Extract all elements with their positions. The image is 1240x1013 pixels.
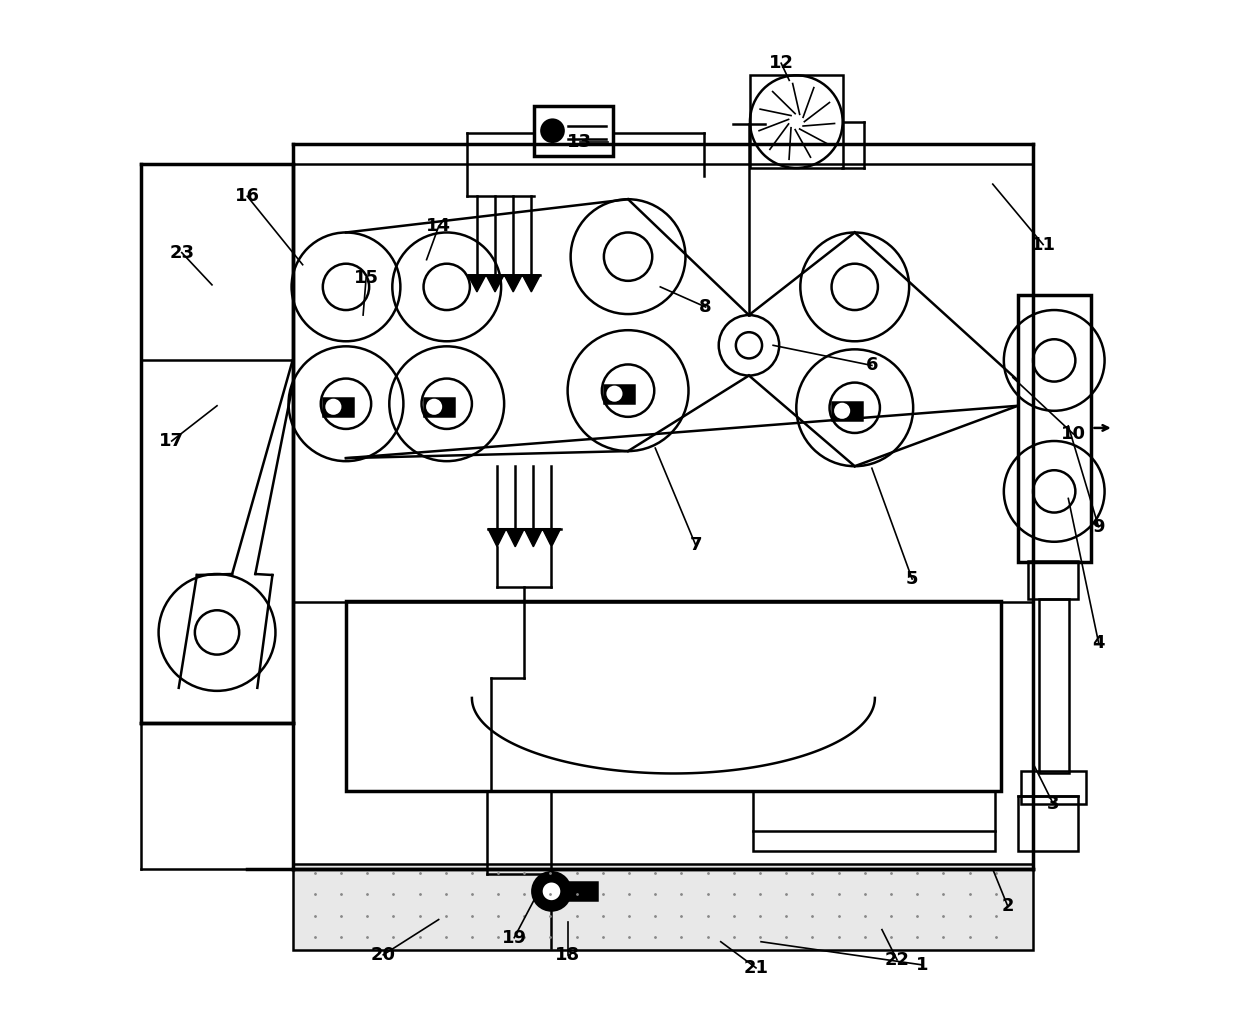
Text: 20: 20 [371, 946, 396, 963]
Circle shape [836, 404, 849, 417]
Circle shape [608, 387, 621, 400]
Text: 17: 17 [159, 432, 185, 450]
Text: 15: 15 [353, 268, 378, 287]
Text: 9: 9 [1092, 518, 1105, 536]
Bar [1018, 795, 1079, 851]
Polygon shape [525, 529, 542, 547]
Bar [1018, 295, 1091, 562]
Text: 1: 1 [916, 956, 929, 973]
Bar [563, 882, 596, 901]
Polygon shape [486, 275, 505, 292]
Bar [1039, 599, 1069, 774]
Bar [753, 790, 994, 851]
Bar [1021, 772, 1086, 803]
Polygon shape [467, 275, 486, 292]
Circle shape [428, 400, 441, 413]
Text: 19: 19 [502, 929, 527, 947]
Polygon shape [542, 529, 560, 547]
Text: 16: 16 [234, 187, 259, 206]
Circle shape [532, 872, 570, 911]
Bar [534, 105, 613, 156]
Text: 7: 7 [689, 536, 702, 554]
Text: 11: 11 [1030, 236, 1055, 253]
Text: 23: 23 [170, 243, 195, 261]
Polygon shape [522, 275, 541, 292]
Text: 22: 22 [884, 951, 910, 968]
Bar [346, 601, 1001, 790]
Text: 10: 10 [1061, 425, 1086, 443]
Polygon shape [505, 275, 522, 292]
Polygon shape [506, 529, 525, 547]
Text: 3: 3 [1047, 794, 1059, 812]
Text: 8: 8 [699, 298, 712, 316]
Text: 18: 18 [556, 946, 580, 963]
Circle shape [542, 120, 564, 142]
Text: 6: 6 [866, 357, 878, 375]
Text: 2: 2 [1002, 898, 1014, 916]
Bar [832, 402, 862, 419]
Bar [750, 75, 843, 168]
Bar [604, 385, 634, 403]
Bar [1028, 561, 1079, 599]
Text: 12: 12 [769, 55, 794, 72]
Text: 5: 5 [906, 570, 919, 588]
Bar [322, 398, 353, 415]
Text: 21: 21 [744, 959, 769, 977]
Polygon shape [489, 529, 506, 547]
Text: 4: 4 [1092, 633, 1105, 651]
Text: 14: 14 [427, 218, 451, 235]
Text: 13: 13 [567, 133, 593, 151]
Bar [293, 864, 1033, 950]
Bar [424, 398, 454, 415]
Circle shape [542, 881, 562, 902]
Circle shape [326, 400, 340, 413]
